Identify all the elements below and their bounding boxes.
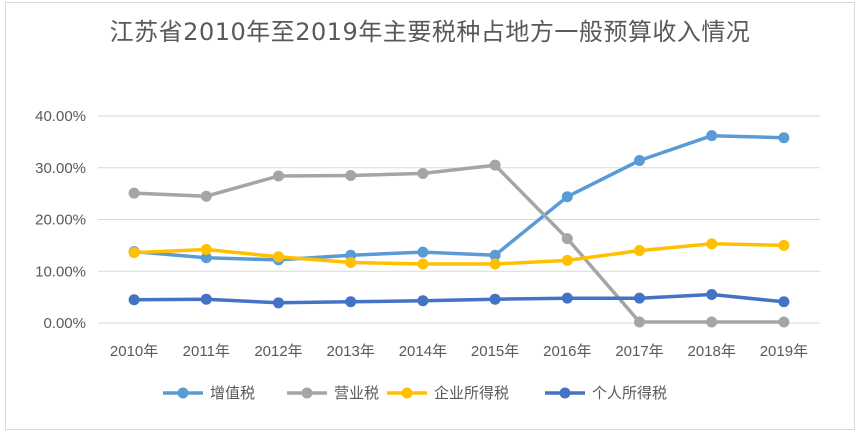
- legend-label: 企业所得税: [434, 384, 509, 402]
- series-line: [132, 133, 786, 262]
- x-tick-label: 2015年: [471, 343, 519, 360]
- series-line: [132, 292, 786, 305]
- data-point: [634, 316, 645, 328]
- legend-label: 增值税: [210, 384, 255, 402]
- data-point: [561, 191, 573, 203]
- series-3: [128, 238, 790, 270]
- data-point: [634, 245, 645, 257]
- data-point: [417, 258, 429, 270]
- x-tick-label: 2016年: [543, 343, 591, 360]
- x-tick-label: 2018年: [688, 343, 736, 360]
- data-point: [273, 297, 284, 309]
- legend-label: 个人所得税: [592, 384, 667, 402]
- data-point: [706, 289, 718, 301]
- data-point: [489, 249, 501, 261]
- data-point: [778, 132, 790, 144]
- x-tick-label: 2012年: [254, 343, 302, 360]
- legend: 增值税 营业税 企业所得税 个人所得税: [163, 384, 667, 402]
- data-point: [345, 170, 357, 182]
- gridlines: [98, 115, 820, 324]
- x-tick-label: 2013年: [327, 343, 375, 360]
- data-point: [489, 293, 501, 305]
- data-point: [778, 239, 790, 251]
- legend-item: 营业税: [287, 384, 379, 402]
- data-point: [706, 238, 718, 250]
- data-point: [417, 167, 429, 179]
- x-tick-label: 2017年: [615, 343, 663, 360]
- data-point: [273, 251, 284, 263]
- data-point: [128, 187, 140, 199]
- y-tick-label: 20.00%: [35, 212, 86, 229]
- data-point: [706, 130, 718, 142]
- data-point: [200, 293, 212, 305]
- data-point: [489, 159, 501, 171]
- legend-item: 个人所得税: [545, 384, 667, 402]
- legend-swatch-marker: [401, 387, 413, 399]
- chart-frame: [5, 2, 855, 430]
- data-point: [200, 244, 212, 256]
- data-point: [417, 246, 429, 258]
- data-point: [345, 296, 357, 308]
- series-group: [128, 130, 790, 328]
- data-point: [778, 316, 790, 328]
- legend-label: 营业税: [334, 384, 379, 402]
- legend-item: 增值税: [163, 384, 255, 402]
- data-point: [128, 247, 140, 259]
- x-tick-label: 2019年: [760, 343, 808, 360]
- legend-swatch-marker: [559, 387, 571, 399]
- series-2: [128, 159, 790, 328]
- y-tick-label: 0.00%: [43, 315, 86, 332]
- data-point: [345, 256, 357, 268]
- data-point: [634, 292, 645, 304]
- data-point: [128, 294, 140, 306]
- y-tick-label: 40.00%: [35, 108, 86, 125]
- y-tick-label: 10.00%: [35, 263, 86, 280]
- data-point: [561, 233, 573, 245]
- series-4: [128, 289, 790, 309]
- data-point: [417, 295, 429, 307]
- data-point: [200, 252, 212, 264]
- x-tick-label: 2014年: [399, 343, 447, 360]
- series-line: [132, 242, 786, 266]
- legend-swatch-marker: [301, 387, 313, 399]
- data-point: [778, 296, 790, 308]
- y-axis-ticks: 0.00% 10.00% 20.00% 30.00% 40.00%: [35, 108, 86, 332]
- data-point: [706, 316, 718, 328]
- chart-title: 江苏省2010年至2019年主要税种占地方一般预算收入情况: [109, 18, 751, 46]
- data-point: [634, 155, 645, 167]
- x-tick-label: 2010年: [110, 343, 158, 360]
- series-line: [132, 163, 786, 324]
- legend-swatch-marker: [177, 387, 189, 399]
- data-point: [273, 170, 284, 182]
- data-point: [200, 190, 212, 202]
- data-point: [489, 258, 501, 270]
- data-point: [561, 292, 573, 304]
- data-point: [561, 254, 573, 266]
- x-axis-ticks: 2010年 2011年 2012年 2013年 2014年 2015年 2016年 2017年…: [110, 343, 808, 360]
- legend-item: 企业所得税: [387, 384, 509, 402]
- x-tick-label: 2011年: [183, 343, 230, 360]
- y-tick-label: 30.00%: [35, 160, 86, 177]
